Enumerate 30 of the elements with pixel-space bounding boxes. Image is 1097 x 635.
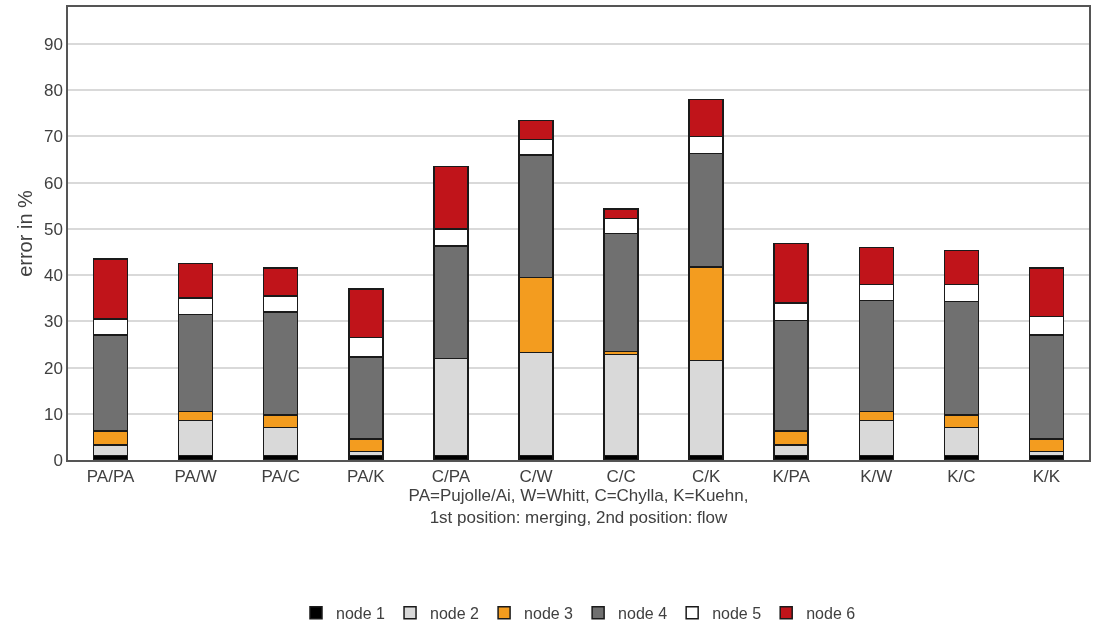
y-tick-label: 30 [43, 312, 63, 332]
x-tick-label: C/C [606, 467, 636, 487]
legend-label: node 4 [618, 605, 668, 623]
x-tick-label: K/PA [772, 467, 811, 487]
y-tick-label: 80 [43, 81, 63, 101]
x-tick-label: PA/W [174, 467, 217, 487]
y-tick-label: 20 [43, 358, 63, 378]
legend-label: node 3 [524, 605, 574, 623]
x-tick-label: C/W [519, 467, 553, 487]
legend-label: node 6 [806, 605, 856, 623]
x-tick-label: PA/C [261, 467, 300, 487]
x-tick-label: PA/PA [86, 467, 135, 487]
legend-label: node 2 [430, 605, 480, 623]
x-tick-label: K/W [860, 467, 893, 487]
y-tick-label: 70 [43, 127, 63, 147]
x-tick-label: K/C [947, 467, 976, 487]
y-tick-label: 60 [43, 173, 63, 193]
y-tick-label: 90 [43, 34, 63, 54]
y-tick-label: 0 [53, 450, 63, 470]
x-tick-label: PA/K [347, 467, 386, 487]
legend-label: node 5 [712, 605, 762, 623]
y-tick-label: 40 [43, 266, 63, 286]
y-tick-label: 10 [43, 404, 63, 424]
x-tick-label: C/PA [431, 467, 471, 487]
x-tick-label: K/K [1032, 467, 1061, 487]
legend-label: node 1 [336, 605, 386, 623]
x-axis-title: PA=Pujolle/Ai, W=Whitt, C=Chylla, K=Kuehn, 1st position: merging, 2nd position: flow [408, 486, 749, 528]
y-tick-label: 50 [43, 219, 63, 239]
y-axis-title: error in % [13, 189, 36, 277]
x-tick-label: C/K [691, 467, 721, 487]
